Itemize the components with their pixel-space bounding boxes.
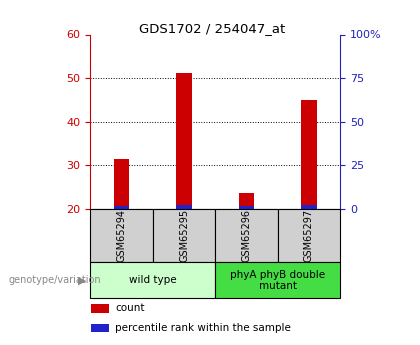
Text: GSM65296: GSM65296: [241, 209, 252, 262]
Bar: [92, 304, 109, 313]
Text: count: count: [116, 303, 145, 313]
Bar: [153, 209, 215, 262]
Bar: [114, 159, 129, 209]
Bar: [176, 73, 192, 209]
Bar: [176, 205, 192, 209]
Text: GSM65294: GSM65294: [116, 209, 126, 262]
Text: percentile rank within the sample: percentile rank within the sample: [116, 323, 291, 333]
Bar: [114, 206, 129, 209]
Text: wild type: wild type: [129, 275, 176, 285]
Bar: [90, 209, 153, 262]
Bar: [90, 262, 215, 298]
Text: genotype/variation: genotype/variation: [8, 276, 101, 285]
Text: GSM65297: GSM65297: [304, 209, 314, 262]
Bar: [301, 100, 317, 209]
Bar: [215, 262, 340, 298]
Bar: [239, 206, 254, 209]
Text: phyA phyB double
mutant: phyA phyB double mutant: [230, 269, 325, 291]
Text: GDS1702 / 254047_at: GDS1702 / 254047_at: [139, 22, 285, 36]
Bar: [215, 209, 278, 262]
Bar: [92, 324, 109, 333]
Text: GSM65295: GSM65295: [179, 209, 189, 262]
Bar: [239, 194, 254, 209]
Bar: [278, 209, 340, 262]
Text: ▶: ▶: [78, 276, 86, 285]
Bar: [301, 205, 317, 209]
